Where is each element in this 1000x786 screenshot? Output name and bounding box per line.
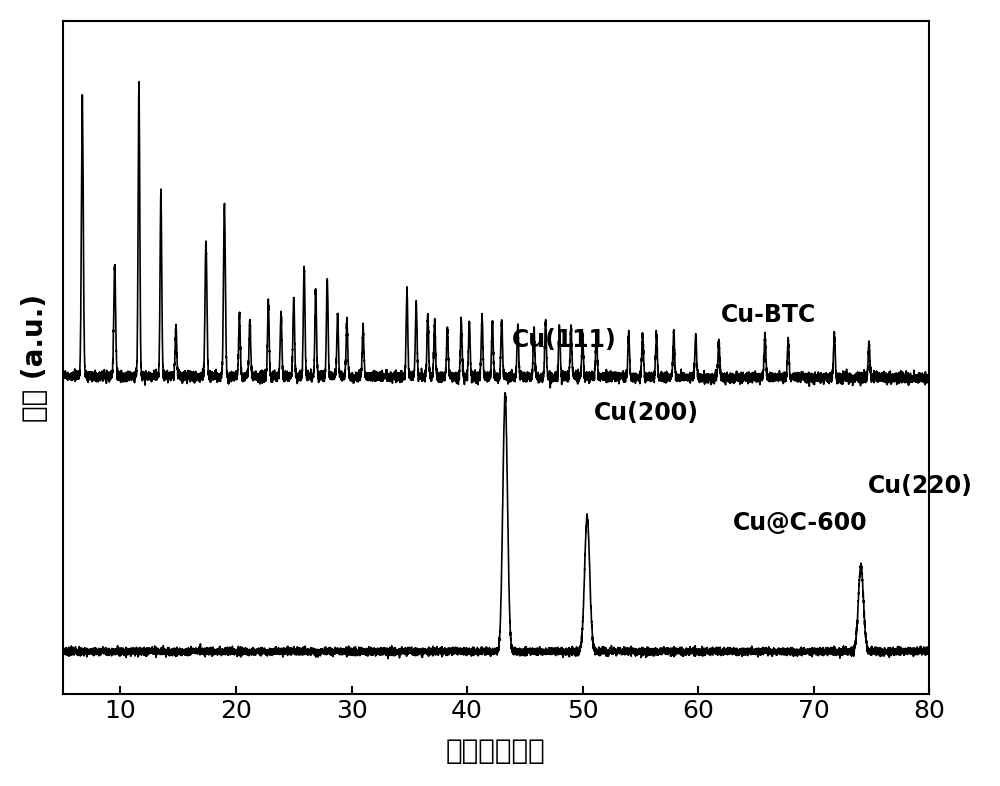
Text: Cu@C-600: Cu@C-600 <box>733 511 867 535</box>
Text: Cu-BTC: Cu-BTC <box>721 303 816 327</box>
X-axis label: 衍射角（度）: 衍射角（度） <box>446 737 546 765</box>
Text: Cu(220): Cu(220) <box>868 475 973 498</box>
Text: Cu(111): Cu(111) <box>512 328 617 351</box>
Y-axis label: 强度 (a.u.): 强度 (a.u.) <box>21 293 49 421</box>
Text: Cu(200): Cu(200) <box>594 401 699 425</box>
